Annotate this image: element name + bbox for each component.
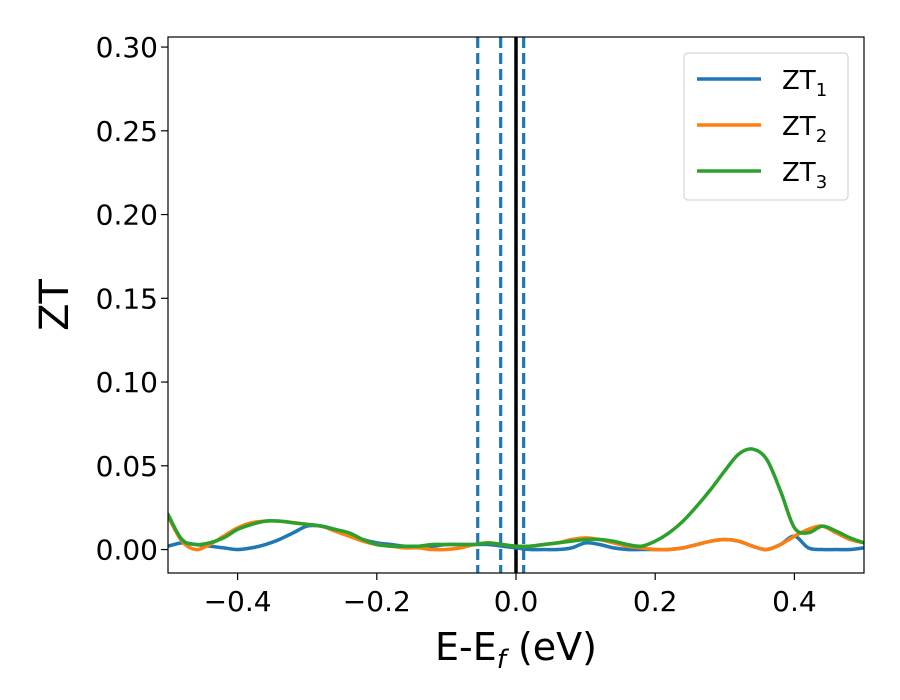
reference-lines: [476, 37, 526, 573]
x-tick-label: −0.2: [343, 585, 411, 618]
y-tick-label: 0.00: [96, 534, 158, 567]
y-tick-label: 0.20: [96, 199, 158, 232]
series-lines: [168, 447, 864, 552]
y-axis-title: ZT: [32, 279, 78, 331]
y-tick-label: 0.30: [96, 31, 158, 64]
x-axis-title-unit: (eV): [506, 625, 597, 669]
x-tick-label: −0.4: [204, 585, 272, 618]
x-axis-title: E-Ef (eV): [435, 625, 597, 675]
legend-label-zt3: ZT3: [782, 158, 827, 193]
y-tick-label: 0.25: [96, 115, 158, 148]
y-tick-label: 0.10: [96, 366, 158, 399]
legend-label-zt1: ZT1: [782, 66, 827, 101]
x-tick-label: 0.0: [494, 585, 539, 618]
legend-label-zt2: ZT2: [782, 112, 827, 147]
series-line-zt3: [168, 447, 864, 549]
legend: ZT1 ZT2 ZT3: [683, 52, 849, 201]
y-tick-label: 0.05: [96, 450, 158, 483]
x-axis: −0.4 −0.2 0.0 0.2 0.4: [204, 573, 817, 618]
legend-box: [683, 52, 849, 201]
y-tick-label: 0.15: [96, 282, 158, 315]
x-tick-label: 0.4: [772, 585, 817, 618]
y-axis: 0.00 0.05 0.10 0.15 0.20 0.25 0.30: [96, 31, 168, 567]
x-tick-label: 0.2: [633, 585, 678, 618]
